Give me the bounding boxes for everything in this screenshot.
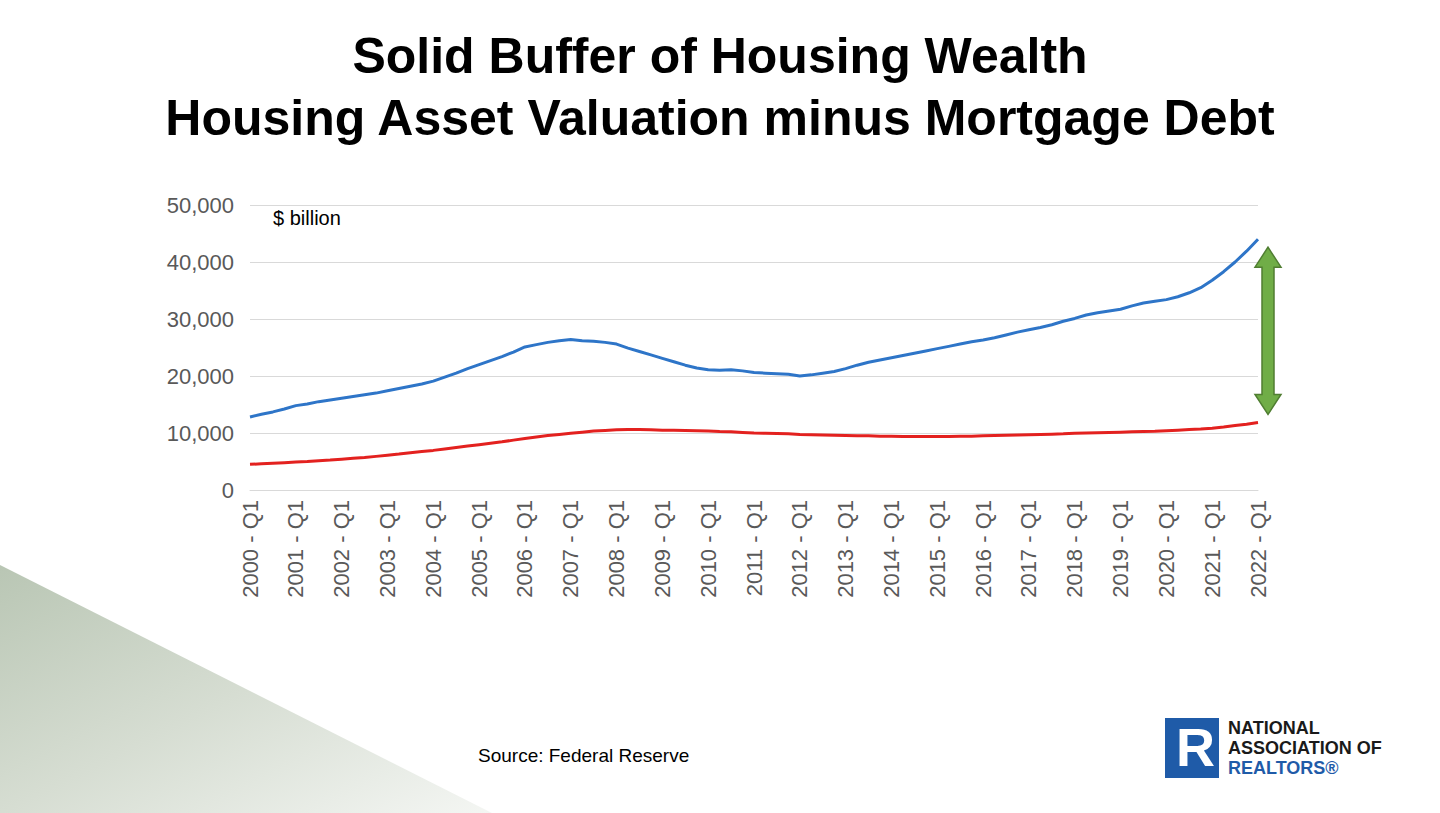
svg-text:R: R — [1176, 717, 1215, 777]
svg-text:20,000: 20,000 — [167, 364, 234, 389]
svg-text:2017 - Q1: 2017 - Q1 — [1016, 500, 1041, 598]
svg-text:2021 - Q1: 2021 - Q1 — [1200, 500, 1225, 598]
svg-text:40,000: 40,000 — [167, 250, 234, 275]
svg-text:2005 - Q1: 2005 - Q1 — [467, 500, 492, 598]
svg-text:$ billion: $ billion — [273, 207, 341, 229]
svg-text:Housing Asset Valuation minus: Housing Asset Valuation minus Mortgage D… — [165, 90, 1275, 146]
svg-text:2011 - Q1: 2011 - Q1 — [742, 500, 767, 596]
svg-text:Solid Buffer of Housing Wealth: Solid Buffer of Housing Wealth — [352, 28, 1087, 84]
svg-text:10,000: 10,000 — [167, 421, 234, 446]
svg-text:30,000: 30,000 — [167, 307, 234, 332]
svg-text:REALTORS®: REALTORS® — [1228, 758, 1339, 778]
svg-text:2008 - Q1: 2008 - Q1 — [604, 500, 629, 598]
svg-text:ASSOCIATION OF: ASSOCIATION OF — [1228, 738, 1382, 758]
svg-text:2018 - Q1: 2018 - Q1 — [1062, 500, 1087, 598]
svg-text:2012 - Q1: 2012 - Q1 — [787, 500, 812, 598]
svg-text:NATIONAL: NATIONAL — [1228, 718, 1320, 738]
svg-text:2000 - Q1: 2000 - Q1 — [238, 500, 263, 598]
svg-text:2002 - Q1: 2002 - Q1 — [329, 500, 354, 598]
svg-text:0: 0 — [222, 478, 234, 503]
svg-text:2016 - Q1: 2016 - Q1 — [971, 500, 996, 598]
svg-text:2022 - Q1: 2022 - Q1 — [1246, 500, 1271, 598]
svg-text:2006 - Q1: 2006 - Q1 — [512, 500, 537, 598]
svg-text:50,000: 50,000 — [167, 193, 234, 218]
svg-text:Source: Federal Reserve: Source: Federal Reserve — [478, 745, 689, 766]
svg-text:2013 - Q1: 2013 - Q1 — [833, 500, 858, 598]
svg-text:2009 - Q1: 2009 - Q1 — [650, 500, 675, 598]
svg-text:2001 - Q1: 2001 - Q1 — [283, 500, 308, 598]
svg-text:2004 - Q1: 2004 - Q1 — [421, 500, 446, 598]
svg-text:2003 - Q1: 2003 - Q1 — [375, 500, 400, 598]
svg-text:2019 - Q1: 2019 - Q1 — [1108, 500, 1133, 598]
svg-text:2014 - Q1: 2014 - Q1 — [879, 500, 904, 598]
svg-text:2020 - Q1: 2020 - Q1 — [1154, 500, 1179, 598]
svg-text:2010 - Q1: 2010 - Q1 — [696, 500, 721, 598]
svg-text:2007 - Q1: 2007 - Q1 — [558, 500, 583, 598]
svg-text:2015 - Q1: 2015 - Q1 — [925, 500, 950, 598]
